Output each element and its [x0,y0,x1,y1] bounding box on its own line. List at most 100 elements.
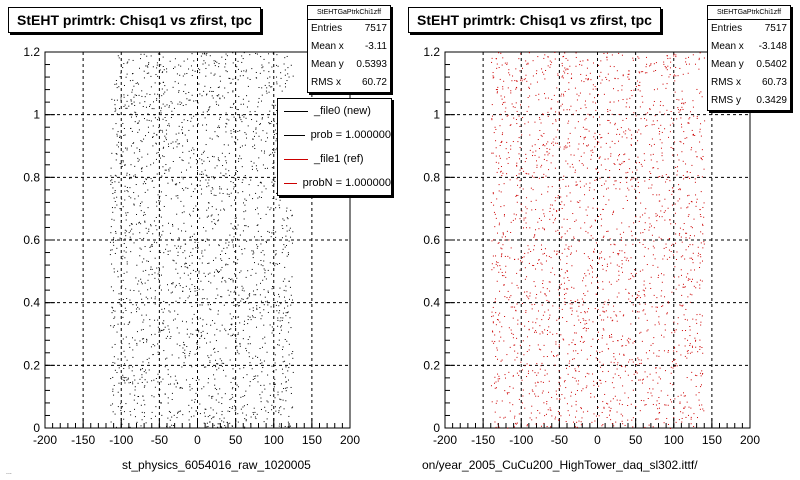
right-scatter-point [569,65,571,67]
left-scatter-points [109,52,294,429]
right-scatter-point [631,380,633,382]
right-scatter-point [565,421,567,423]
left-scatter-point [231,318,233,320]
right-scatter-point [609,176,611,178]
left-scatter-point [258,135,260,137]
right-scatter-point [639,297,641,299]
left-scatter-point [144,282,146,284]
right-scatter-point [644,118,646,120]
right-scatter-point [550,271,552,273]
left-scatter-point [110,325,112,327]
right-scatter-point [554,167,556,169]
right-scatter-point [621,162,623,164]
left-scatter-point [125,219,127,221]
left-scatter-point [154,296,156,298]
left-scatter-point [264,276,266,278]
left-scatter-point [166,357,168,359]
right-scatter-point [679,198,681,200]
right-scatter-point [492,331,494,333]
right-scatter-point [540,248,542,250]
right-scatter-point [588,189,590,191]
left-scatter-point [172,259,174,261]
left-scatter-point [124,232,126,234]
left-scatter-point [283,289,285,291]
left-scatter-point [134,175,136,177]
right-scatter-point [624,370,626,372]
right-scatter-point [602,424,604,426]
right-scatter-point [659,104,661,106]
left-scatter-point [150,225,152,227]
right-scatter-point [664,219,666,221]
right-scatter-point [599,314,601,316]
right-scatter-point [657,176,659,178]
left-scatter-point [182,145,184,147]
right-scatter-point [573,238,575,240]
right-scatter-point [494,126,496,128]
left-scatter-point [211,320,213,322]
left-scatter-point [183,205,185,207]
right-scatter-point [652,379,654,381]
right-scatter-point [607,132,609,134]
right-scatter-point [691,257,693,259]
left-scatter-point [165,139,167,141]
right-scatter-point [555,416,557,418]
right-scatter-point [602,306,604,308]
left-scatter-point [279,85,281,87]
right-scatter-point [493,211,495,213]
right-scatter-point [592,338,594,340]
right-scatter-point [660,273,662,275]
right-scatter-point [532,60,534,62]
right-scatter-point [630,90,632,92]
right-scatter-point [656,88,658,90]
right-scatter-point [594,420,596,422]
right-scatter-point [575,332,577,334]
left-scatter-point [228,119,230,121]
right-scatter-point [633,373,635,375]
left-scatter-point [280,317,282,319]
left-scatter-point [116,87,118,89]
right-scatter-point [700,242,702,244]
left-scatter-point [217,214,219,216]
right-scatter-point [518,137,520,139]
left-scatter-point [143,118,145,120]
left-scatter-point [217,95,219,97]
right-scatter-point [534,234,536,236]
left-scatter-point [292,364,294,366]
left-scatter-point [202,111,204,113]
right-scatter-point [578,201,580,203]
right-scatter-point [593,250,595,252]
right-scatter-point [558,295,560,297]
right-scatter-point [581,417,583,419]
left-scatter-point [233,236,235,238]
right-scatter-point [536,81,538,83]
left-scatter-point [122,406,124,408]
right-scatter-point [559,275,561,277]
right-scatter-point [593,198,595,200]
right-scatter-point [680,141,682,143]
left-scatter-point [238,96,240,98]
right-scatter-point [682,160,684,162]
left-scatter-point [276,76,278,78]
right-scatter-point [576,426,578,428]
left-scatter-point [169,411,171,413]
right-scatter-point [566,270,568,272]
right-scatter-point [699,346,701,348]
left-scatter-point [247,77,249,79]
left-scatter-point [256,284,258,286]
right-scatter-point [540,381,542,383]
right-scatter-point [575,301,577,303]
right-scatter-point [577,366,579,368]
right-scatter-point [554,219,556,221]
left-scatter-point [116,331,118,333]
left-scatter-point [143,319,145,321]
right-scatter-point [649,144,651,146]
left-scatter-point [165,120,167,122]
right-scatter-point [495,140,497,142]
left-scatter-point [221,403,223,405]
left-scatter-point [135,304,137,306]
left-scatter-point [237,170,239,172]
left-scatter-point [122,299,124,301]
right-scatter-point [590,345,592,347]
right-scatter-point [588,319,590,321]
right-scatter-point [680,269,682,271]
